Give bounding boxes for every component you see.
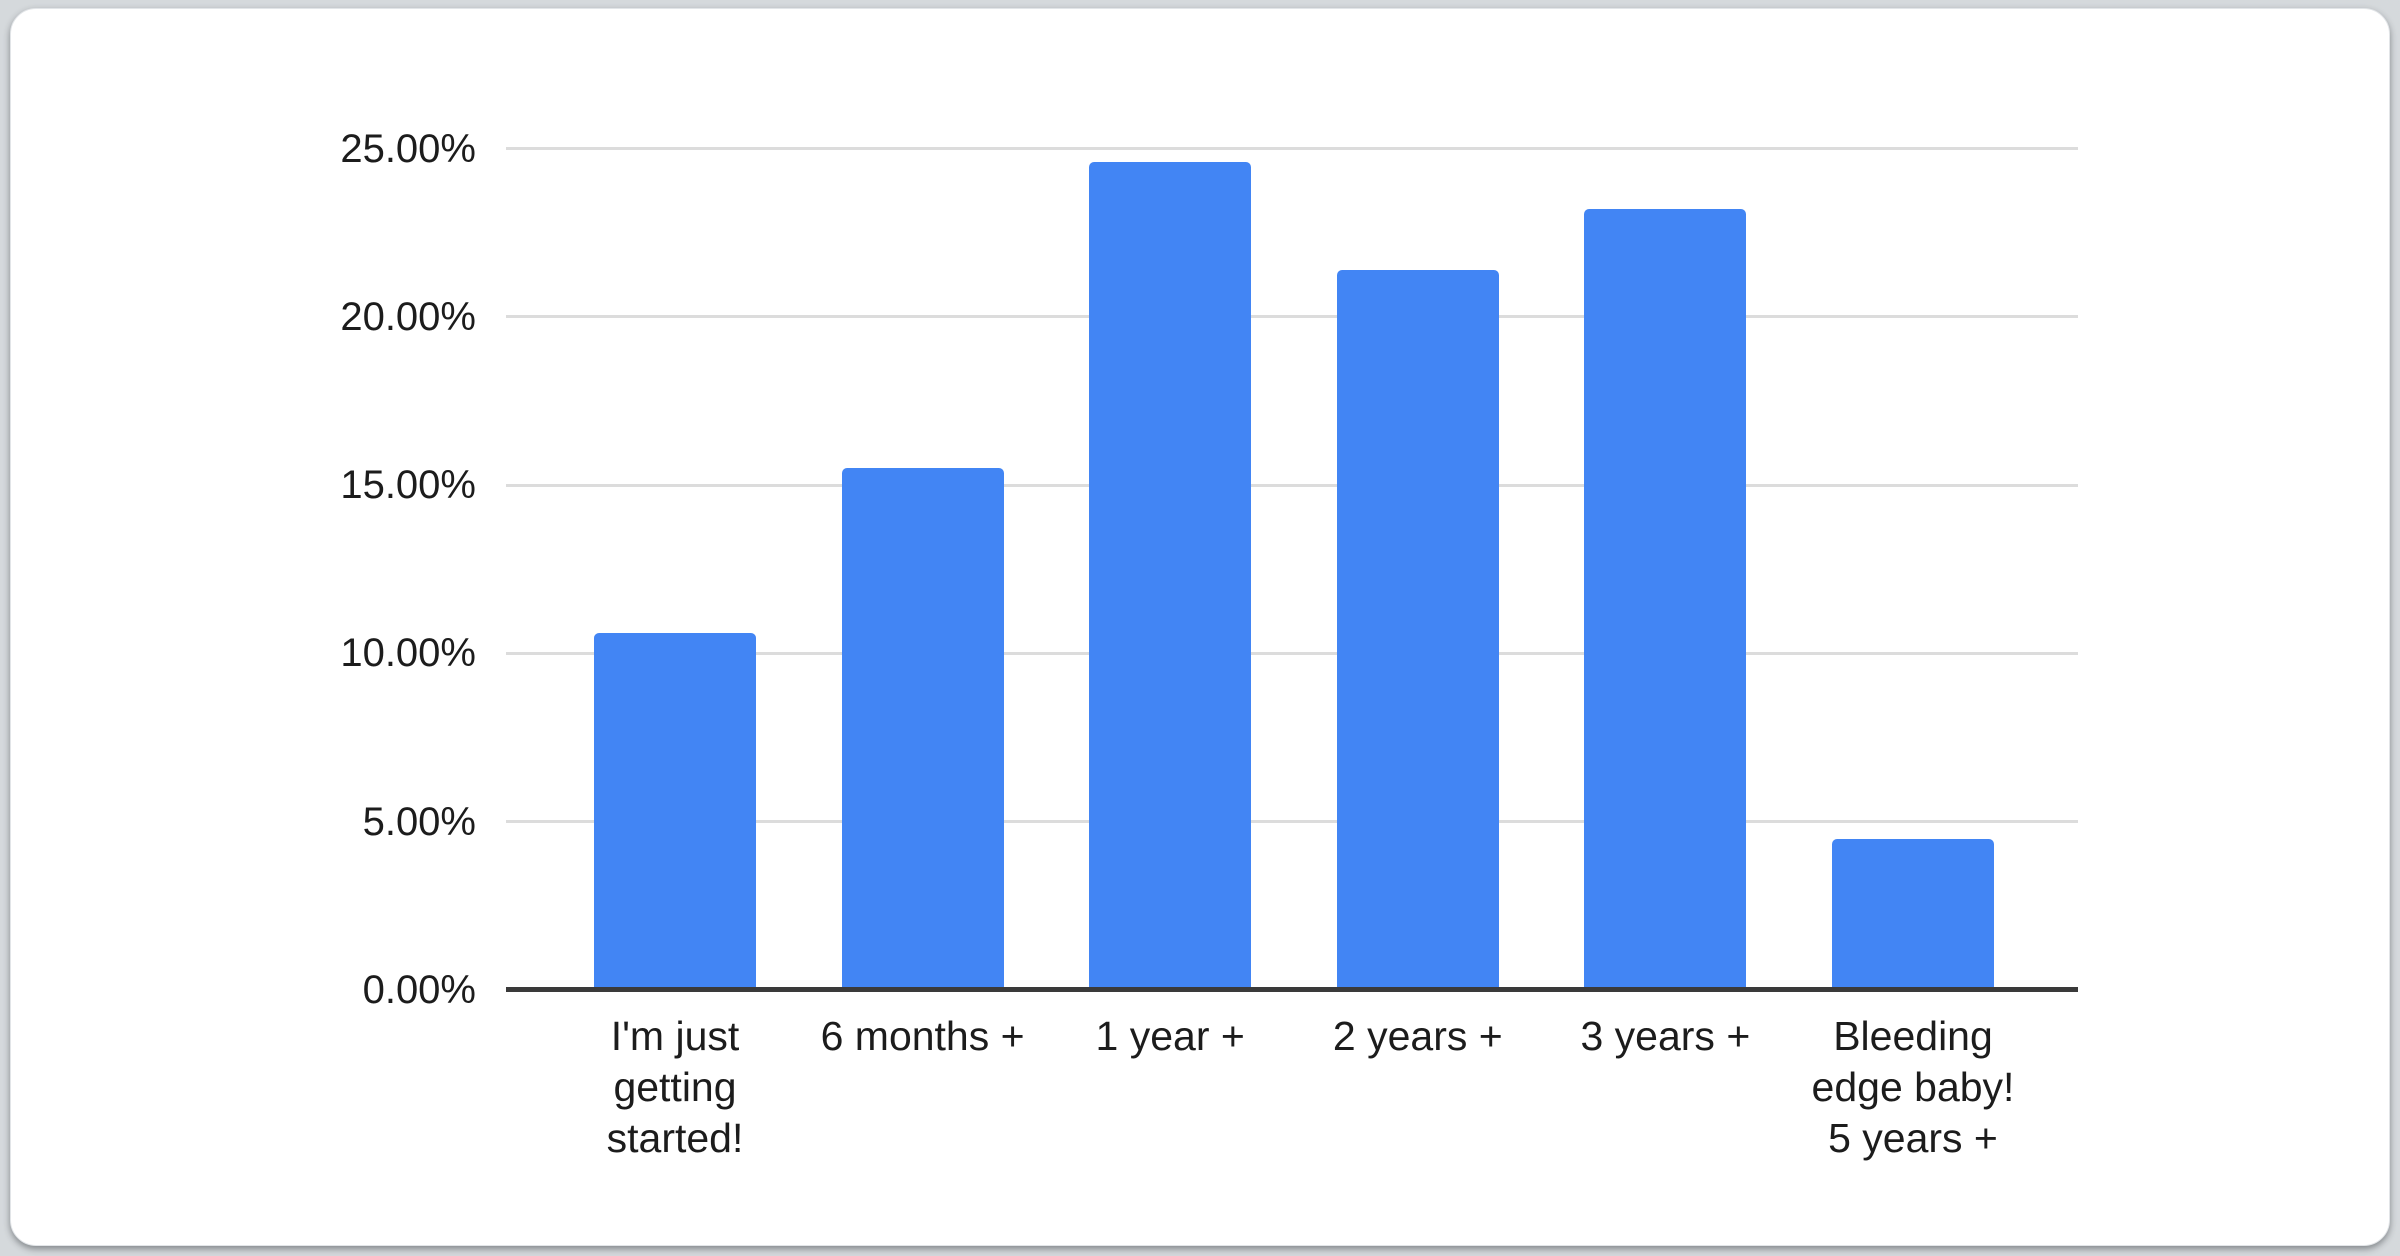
x-tick-label-line: started!: [606, 1115, 744, 1161]
x-tick-label-line: 1 year +: [1095, 1013, 1245, 1059]
bar-6 months +[interactable]: [841, 468, 1004, 990]
chart-card: 0.00% 5.00% 10.00% 15.00% 20.00% 25.00% I'm j…: [10, 8, 2390, 1246]
plot-area: [506, 109, 2078, 992]
bar-2 years +[interactable]: [1336, 269, 1499, 990]
x-tick-label-line: 5 years +: [1828, 1115, 1998, 1161]
bar-1 year +[interactable]: [1089, 161, 1252, 990]
x-tick-label: I'm just getting started!: [510, 1011, 840, 1164]
x-tick-label-line: 6 months +: [820, 1013, 1025, 1059]
bar-Bleeding edge baby! 5 years +[interactable]: [1832, 838, 1994, 990]
gridline-5.00%: [506, 820, 2078, 824]
y-tick-label: 5.00%: [362, 799, 476, 844]
gridline-15.00%: [506, 483, 2078, 487]
x-tick-label-line: edge baby!: [1811, 1064, 2015, 1110]
x-axis-baseline: [506, 987, 2078, 992]
gridline-25.00%: [506, 147, 2078, 150]
y-tick-label: 10.00%: [340, 631, 476, 676]
x-tick-label-line: 2 years +: [1332, 1013, 1503, 1059]
x-tick-label-line: Bleeding: [1833, 1013, 1993, 1059]
x-tick-label: 2 years +: [1253, 1011, 1583, 1062]
y-tick-label: 25.00%: [340, 126, 476, 171]
gridline-10.00%: [506, 651, 2078, 655]
y-tick-label: 20.00%: [340, 294, 476, 339]
y-tick-label: 0.00%: [362, 968, 476, 1012]
bar-3 years +[interactable]: [1584, 209, 1747, 990]
gridline-20.00%: [506, 315, 2078, 319]
x-tick-label: 6 months +: [758, 1011, 1088, 1062]
x-tick-label: Bleeding edge baby! 5 years +: [1748, 1011, 2078, 1164]
bar-chart: 0.00% 5.00% 10.00% 15.00% 20.00% 25.00% I'm j…: [11, 9, 2389, 1245]
bar-I'm just getting started![interactable]: [594, 633, 756, 990]
y-tick-label: 15.00%: [340, 463, 476, 508]
x-tick-label: 1 year +: [1005, 1011, 1335, 1062]
x-tick-label: 3 years +: [1500, 1011, 1830, 1062]
x-tick-label-line: I'm just: [610, 1013, 740, 1059]
x-tick-label-line: 3 years +: [1580, 1013, 1751, 1059]
x-tick-label-line: getting: [613, 1064, 737, 1110]
